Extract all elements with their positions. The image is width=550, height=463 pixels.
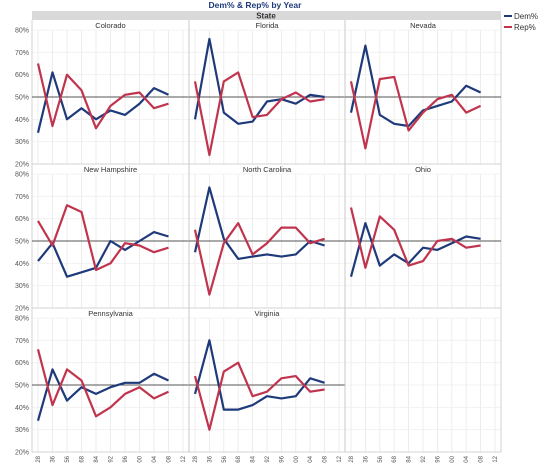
- y-tick-label: 50%: [15, 239, 29, 246]
- facet-strip-label: Pennsylvania: [88, 309, 133, 318]
- facet-strip-label: Florida: [256, 21, 280, 30]
- x-tick-label: 1956: [65, 455, 71, 463]
- x-tick-label: 1956: [378, 455, 384, 463]
- x-tick-label: 1996: [123, 455, 129, 463]
- facet-panel: Florida: [188, 20, 346, 165]
- y-tick-label: 30%: [15, 283, 29, 290]
- facet-strip-label: Colorado: [95, 21, 125, 30]
- series-line-dem: [193, 37, 325, 125]
- series-line-rep: [349, 207, 481, 269]
- series-line-rep: [37, 204, 169, 272]
- y-tick-label: 80%: [15, 28, 29, 35]
- x-tick-label: 2004: [152, 455, 158, 463]
- y-tick-label: 80%: [15, 316, 29, 323]
- facet-panel: 20% 30% 40% 50% 60% 70% 80% 1928 1936 1956 1968 198…: [15, 308, 190, 463]
- x-tick-label: 1992: [265, 455, 271, 463]
- x-tick-label: 2012: [493, 455, 499, 463]
- x-tick-label: 2008: [167, 455, 173, 463]
- series-line-dem: [349, 44, 482, 128]
- facet-strip-label: Nevada: [410, 21, 437, 30]
- y-tick-label: 50%: [15, 95, 29, 102]
- facet-strip-label: Ohio: [415, 165, 431, 174]
- y-tick-label: 70%: [15, 338, 29, 345]
- y-tick-label: 20%: [15, 306, 29, 313]
- facet-panel: North Carolina: [188, 164, 346, 309]
- legend-entry-label: Rep%: [514, 23, 536, 32]
- y-tick-label: 70%: [15, 50, 29, 57]
- series-line-rep: [36, 349, 169, 418]
- x-tick-label: 1968: [392, 455, 398, 463]
- x-tick-label: 1928: [36, 455, 42, 463]
- x-tick-label: 1968: [80, 455, 86, 463]
- facet-header-label: State: [256, 12, 276, 21]
- series-line-rep: [193, 361, 325, 431]
- series-line-rep: [36, 63, 169, 130]
- x-tick-label: 1984: [407, 455, 413, 463]
- facet-strip-label: New Hampshire: [84, 165, 137, 174]
- panels-layer: 20% 30% 40% 50% 60% 70% 80% Colorado Florida Neva…: [15, 20, 502, 463]
- x-tick-label: 1992: [109, 455, 115, 463]
- series-line-rep: [193, 222, 325, 296]
- legend-entry-label: Dem%: [514, 12, 538, 21]
- series-line-rep: [349, 75, 482, 150]
- y-tick-label: 60%: [15, 216, 29, 223]
- x-tick-label: 1936: [207, 455, 213, 463]
- x-tick-label: 1984: [251, 455, 257, 463]
- y-tick-label: 30%: [15, 139, 29, 146]
- facet-panel: Ohio: [344, 164, 502, 309]
- x-tick-label: 1956: [222, 455, 228, 463]
- x-tick-label: 2004: [308, 455, 314, 463]
- x-tick-label: 1936: [51, 455, 57, 463]
- legend: Dem% Rep%: [504, 12, 538, 32]
- x-tick-label: 1992: [421, 455, 427, 463]
- y-tick-label: 40%: [15, 117, 29, 124]
- y-tick-label: 20%: [15, 450, 29, 457]
- y-tick-label: 60%: [15, 72, 29, 79]
- y-tick-label: 60%: [15, 360, 29, 367]
- y-tick-label: 40%: [15, 261, 29, 268]
- x-tick-label: 1928: [349, 455, 355, 463]
- x-tick-label: 2000: [450, 455, 456, 463]
- facet-header-band: [32, 11, 501, 20]
- x-tick-label: 2004: [464, 455, 470, 463]
- x-tick-label: 1984: [94, 455, 100, 463]
- facet-panel: 1928 1936 1956 1968 1984 1992 1996 2000 2004 2008…: [344, 308, 502, 463]
- x-tick-label: 1968: [236, 455, 242, 463]
- y-tick-label: 40%: [15, 405, 29, 412]
- y-tick-label: 50%: [15, 383, 29, 390]
- x-tick-label: 2008: [323, 455, 329, 463]
- facet-panel: 20% 30% 40% 50% 60% 70% 80% New Hampshire: [15, 164, 190, 313]
- series-line-dem: [193, 339, 325, 411]
- x-tick-label: 1996: [435, 455, 441, 463]
- chart-title: Dem% & Rep% by Year: [209, 0, 303, 10]
- x-tick-label: 2012: [337, 455, 343, 463]
- facet-panel: 1928 1936 1956 1968 1984 1992 1996 2000 2004 2008…: [188, 308, 346, 463]
- facet-panel: Nevada: [344, 20, 502, 165]
- x-tick-label: 2000: [138, 455, 144, 463]
- x-tick-label: 2012: [181, 455, 187, 463]
- series-line-dem: [36, 71, 169, 133]
- facet-strip-label: North Carolina: [243, 165, 292, 174]
- series-line-dem: [193, 186, 325, 260]
- y-tick-label: 80%: [15, 172, 29, 179]
- series-line-dem: [37, 231, 169, 278]
- x-tick-label: 1928: [193, 455, 199, 463]
- y-tick-label: 70%: [15, 194, 29, 201]
- facet-strip-label: Virginia: [255, 309, 281, 318]
- facet-panel: 20% 30% 40% 50% 60% 70% 80% Colorado: [15, 20, 190, 169]
- x-tick-label: 1996: [279, 455, 285, 463]
- series-line-rep: [193, 71, 325, 157]
- y-tick-label: 20%: [15, 162, 29, 169]
- x-tick-label: 2000: [294, 455, 300, 463]
- y-tick-label: 30%: [15, 427, 29, 434]
- x-tick-label: 1936: [363, 455, 369, 463]
- x-tick-label: 2008: [479, 455, 485, 463]
